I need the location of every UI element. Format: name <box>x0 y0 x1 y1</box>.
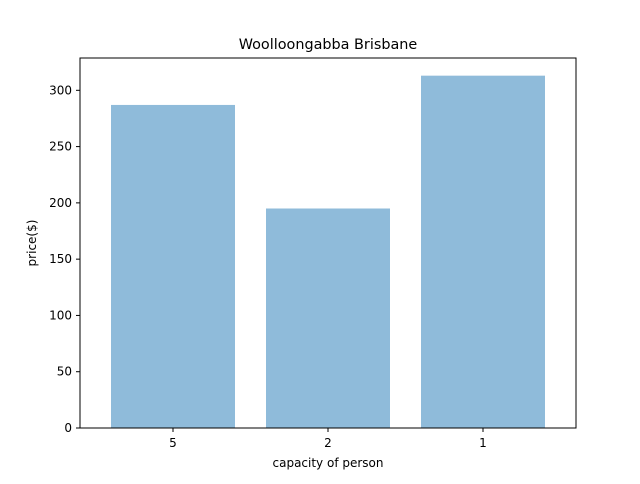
y-axis-label: price($) <box>25 220 39 267</box>
bars <box>111 75 545 429</box>
bar-2 <box>266 208 390 428</box>
y-tick-label: 300 <box>49 83 72 97</box>
y-tick-label: 250 <box>49 140 72 154</box>
x-tick-label: 2 <box>324 436 332 450</box>
bar-5 <box>111 104 235 429</box>
x-axis-ticks: 5 2 1 <box>169 428 487 450</box>
y-axis-ticks: 0 50 100 150 200 250 300 <box>49 83 80 435</box>
x-tick-label: 1 <box>479 436 487 450</box>
y-tick-label: 100 <box>49 308 72 322</box>
x-tick-label: 5 <box>169 436 177 450</box>
y-tick-label: 50 <box>57 365 72 379</box>
y-tick-label: 0 <box>64 421 72 435</box>
x-axis-label: capacity of person <box>273 456 384 470</box>
y-tick-label: 200 <box>49 196 72 210</box>
chart-title: Woolloongabba Brisbane <box>239 37 418 53</box>
y-tick-label: 150 <box>49 252 72 266</box>
bar-1 <box>421 75 545 428</box>
